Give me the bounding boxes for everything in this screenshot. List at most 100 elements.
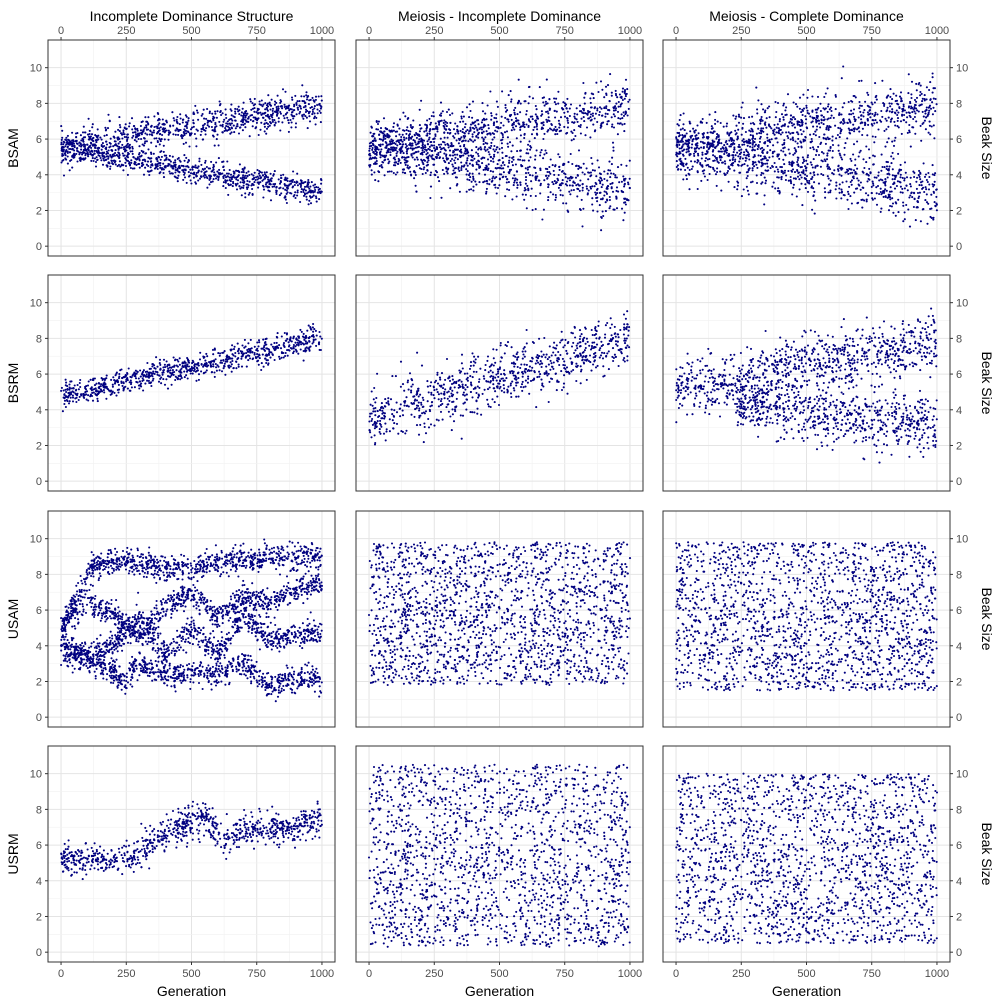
- scatter-point: [787, 169, 790, 173]
- scatter-point: [82, 138, 85, 141]
- scatter-point: [847, 207, 850, 211]
- scatter-point: [696, 187, 699, 191]
- scatter-point: [927, 131, 930, 134]
- scatter-point: [392, 129, 395, 132]
- scatter-point: [126, 133, 129, 136]
- scatter-point: [316, 112, 319, 115]
- scatter-point: [262, 196, 265, 199]
- scatter-point: [514, 177, 517, 180]
- scatter-point: [420, 99, 423, 102]
- scatter-point: [533, 137, 536, 140]
- scatter-point: [683, 129, 686, 132]
- scatter-point: [105, 148, 108, 151]
- scatter-point: [862, 111, 865, 114]
- scatter-point: [881, 165, 884, 169]
- scatter-point: [123, 127, 126, 130]
- scatter-point: [384, 140, 387, 144]
- scatter-point: [582, 116, 585, 119]
- scatter-point: [449, 131, 452, 134]
- scatter-point: [605, 92, 608, 95]
- scatter-point: [213, 144, 216, 147]
- scatter-point: [542, 157, 545, 160]
- scatter-point: [760, 129, 763, 132]
- scatter-point: [446, 136, 449, 139]
- scatter-point: [925, 86, 928, 89]
- scatter-point: [716, 120, 719, 123]
- scatter-point: [396, 171, 399, 174]
- scatter-point: [203, 117, 206, 120]
- scatter-point: [847, 172, 850, 175]
- scatter-point: [368, 158, 371, 161]
- scatter-point: [774, 187, 777, 190]
- scatter-point: [404, 143, 407, 146]
- scatter-point: [118, 137, 121, 140]
- scatter-point: [914, 219, 917, 222]
- scatter-point: [887, 137, 890, 140]
- scatter-point: [779, 133, 782, 136]
- scatter-point: [759, 122, 762, 125]
- scatter-point: [232, 175, 235, 178]
- scatter-point: [210, 125, 213, 129]
- scatter-point: [525, 109, 528, 113]
- scatter-point: [758, 132, 761, 135]
- scatter-point: [814, 199, 817, 202]
- scatter-point: [796, 175, 800, 178]
- scatter-point: [797, 171, 800, 175]
- scatter-point: [429, 121, 433, 124]
- scatter-point: [195, 145, 198, 148]
- scatter-point: [236, 179, 240, 182]
- scatter-point: [118, 116, 121, 119]
- scatter-point: [592, 123, 595, 126]
- scatter-point: [459, 149, 462, 152]
- scatter-point: [601, 210, 604, 213]
- scatter-point: [105, 158, 108, 161]
- scatter-point: [850, 129, 854, 132]
- scatter-point: [526, 148, 529, 151]
- scatter-point: [269, 121, 272, 124]
- scatter-point: [751, 115, 754, 118]
- scatter-point: [61, 154, 64, 157]
- scatter-point: [548, 97, 551, 101]
- scatter-point: [923, 99, 926, 102]
- scatter-point: [174, 171, 177, 174]
- scatter-point: [103, 134, 106, 137]
- scatter-point: [913, 98, 917, 102]
- scatter-point: [806, 96, 809, 99]
- scatter-point: [626, 88, 629, 91]
- scatter-point: [443, 152, 446, 155]
- scatter-point: [545, 78, 548, 81]
- scatter-point: [714, 122, 717, 125]
- scatter-point: [834, 124, 837, 127]
- scatter-point: [776, 168, 779, 171]
- scatter-point: [622, 219, 625, 222]
- scatter-point: [421, 151, 424, 154]
- scatter-point: [935, 188, 938, 191]
- scatter-point: [715, 137, 718, 140]
- scatter-point: [271, 120, 274, 123]
- scatter-point: [394, 173, 397, 176]
- scatter-point: [524, 193, 527, 196]
- scatter-point: [84, 154, 87, 157]
- scatter-point: [181, 169, 184, 172]
- scatter-point: [805, 166, 808, 169]
- scatter-point: [72, 142, 75, 145]
- scatter-point: [62, 150, 65, 153]
- scatter-point: [161, 118, 164, 121]
- scatter-point: [319, 111, 322, 114]
- scatter-point: [885, 165, 889, 168]
- scatter-point: [116, 165, 119, 168]
- scatter-point: [817, 145, 820, 148]
- scatter-point: [185, 156, 188, 159]
- scatter-point: [835, 181, 838, 184]
- scatter-point: [434, 169, 437, 172]
- scatter-point: [764, 123, 767, 126]
- scatter-point: [125, 155, 129, 158]
- scatter-point: [493, 121, 496, 124]
- scatter-point: [172, 133, 175, 136]
- scatter-point: [776, 123, 779, 126]
- scatter-point: [804, 135, 807, 138]
- scatter-point: [240, 186, 243, 189]
- scatter-point: [406, 148, 409, 151]
- scatter-point: [931, 91, 934, 94]
- scatter-point: [417, 163, 421, 167]
